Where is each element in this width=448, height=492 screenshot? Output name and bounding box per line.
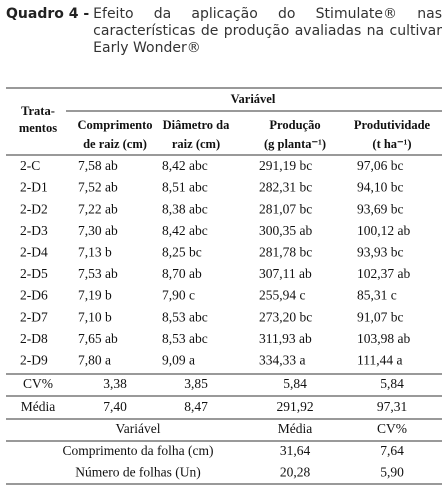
cell: 300,35 ab: [259, 223, 312, 238]
cell: 7,19 b: [78, 288, 112, 303]
cell: 281,78 bc: [259, 244, 312, 259]
cell: 7,13 b: [78, 244, 112, 259]
header-cell: (t ha⁻¹): [372, 137, 411, 151]
cell: 7,30 ab: [78, 223, 118, 238]
cell: 8,38 abc: [162, 201, 208, 216]
header-cell: Trata-: [21, 104, 55, 118]
header-cell: Média: [278, 421, 313, 436]
cell: 7,58 ab: [78, 158, 118, 173]
header-cell: CV%: [377, 421, 407, 436]
cell: 273,20 bc: [259, 309, 312, 324]
header-cell: Variável: [231, 92, 276, 106]
cell: 93,93 bc: [357, 244, 404, 259]
cell: 311,93 ab: [259, 331, 312, 346]
cell: 7,22 ab: [78, 201, 118, 216]
cell: 7,10 b: [78, 309, 112, 324]
header-cell: Produção: [269, 118, 320, 132]
cell: 94,10 bc: [357, 180, 404, 195]
cell: 8,42 abc: [162, 223, 208, 238]
header-cell: mentos: [19, 121, 57, 135]
header-cell: Comprimento: [78, 118, 153, 132]
cell: Comprimento da folha (cm): [62, 443, 213, 458]
header-cell: (g planta⁻¹): [264, 137, 326, 151]
caption: Quadro 4 - Efeito da aplicação do Stimul…: [6, 6, 442, 57]
cell: 2-D6: [20, 288, 48, 303]
cell: 2-D4: [20, 244, 48, 259]
cell: 7,52 ab: [78, 180, 118, 195]
cell: 5,90: [380, 465, 404, 480]
cell: 102,37 ab: [357, 266, 410, 281]
caption-label: Quadro 4 -: [6, 6, 90, 22]
cell: 3,38: [103, 376, 127, 391]
cell: 255,94 c: [259, 288, 306, 303]
header-cell: Diâmetro da: [163, 118, 231, 132]
cell: 103,98 ab: [357, 331, 410, 346]
caption-text: Efeito da aplicação do Stimulate® nas ca…: [93, 6, 442, 56]
cell: 8,51 abc: [162, 180, 208, 195]
cell: 8,53 abc: [162, 331, 208, 346]
cell: Número de folhas (Un): [75, 465, 201, 480]
cell: 111,44 a: [357, 352, 403, 367]
cell: 2-D2: [20, 201, 48, 216]
cell: 9,09 a: [162, 352, 195, 367]
cell: 3,85: [184, 376, 208, 391]
cell: 2-D3: [20, 223, 48, 238]
cell: 7,65 ab: [78, 331, 118, 346]
cell: 7,80 a: [78, 352, 111, 367]
cell: 91,07 bc: [357, 309, 404, 324]
cell: 2-D7: [20, 309, 48, 324]
cell: 281,07 bc: [259, 201, 312, 216]
cell: 7,40: [103, 399, 127, 414]
cell: 307,11 ab: [259, 266, 312, 281]
cell: 20,28: [280, 465, 311, 480]
header-cell: Produtividade: [354, 118, 431, 132]
header-cell: raiz (cm): [172, 137, 220, 151]
cell: 31,64: [280, 443, 311, 458]
cell: 97,31: [377, 399, 407, 414]
cell: 85,31 c: [357, 288, 397, 303]
cell: 8,42 abc: [162, 158, 208, 173]
header-cell: Variável: [116, 421, 161, 436]
cell: 2-D8: [20, 331, 48, 346]
cell: 7,53 ab: [78, 266, 118, 281]
cell: 8,47: [184, 399, 208, 414]
cell: 2-D9: [20, 352, 48, 367]
cell: 334,33 a: [259, 352, 306, 367]
cell: 291,19 bc: [259, 158, 312, 173]
cell: 5,84: [283, 376, 307, 391]
header-cell: de raiz (cm): [83, 137, 147, 151]
cell: CV%: [23, 376, 53, 391]
cell: 282,31 bc: [259, 180, 312, 195]
cell: 8,70 ab: [162, 266, 202, 281]
cell: Média: [21, 399, 56, 414]
cell: 93,69 bc: [357, 201, 404, 216]
cell: 291,92: [276, 399, 313, 414]
cell: 97,06 bc: [357, 158, 404, 173]
cell: 7,90 c: [162, 288, 195, 303]
cell: 5,84: [380, 376, 404, 391]
cell: 2-D5: [20, 266, 48, 281]
cell: 2-C: [20, 158, 40, 173]
cell: 8,53 abc: [162, 309, 208, 324]
cell: 8,25 bc: [162, 244, 202, 259]
cell: 2-D1: [20, 180, 48, 195]
cell: 7,64: [380, 443, 404, 458]
cell: 100,12 ab: [357, 223, 410, 238]
